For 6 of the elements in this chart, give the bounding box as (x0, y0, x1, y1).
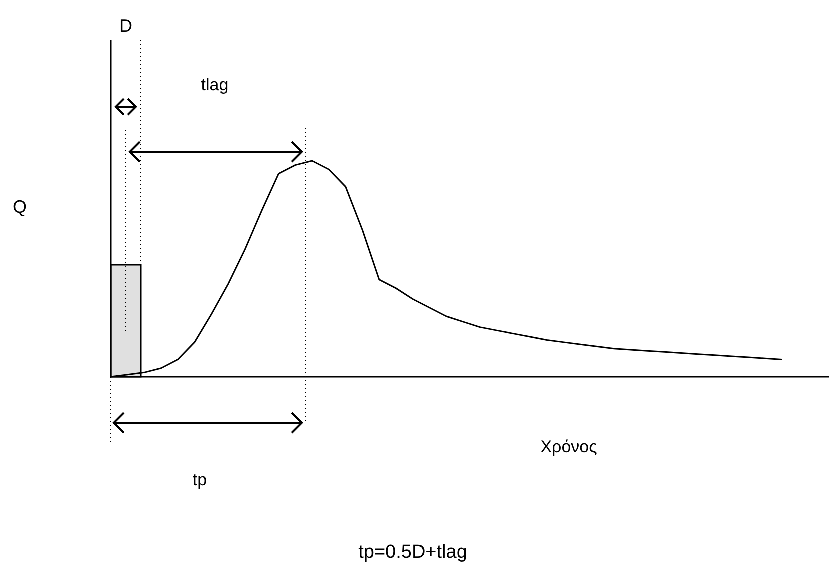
x-axis-title: Χρόνος (540, 437, 598, 456)
y-axis-title: Q (12, 196, 28, 217)
text: tp=0.5D+tlag (358, 542, 468, 564)
text: D (120, 16, 132, 36)
text: tp (192, 470, 208, 490)
text: tlag (201, 75, 229, 94)
